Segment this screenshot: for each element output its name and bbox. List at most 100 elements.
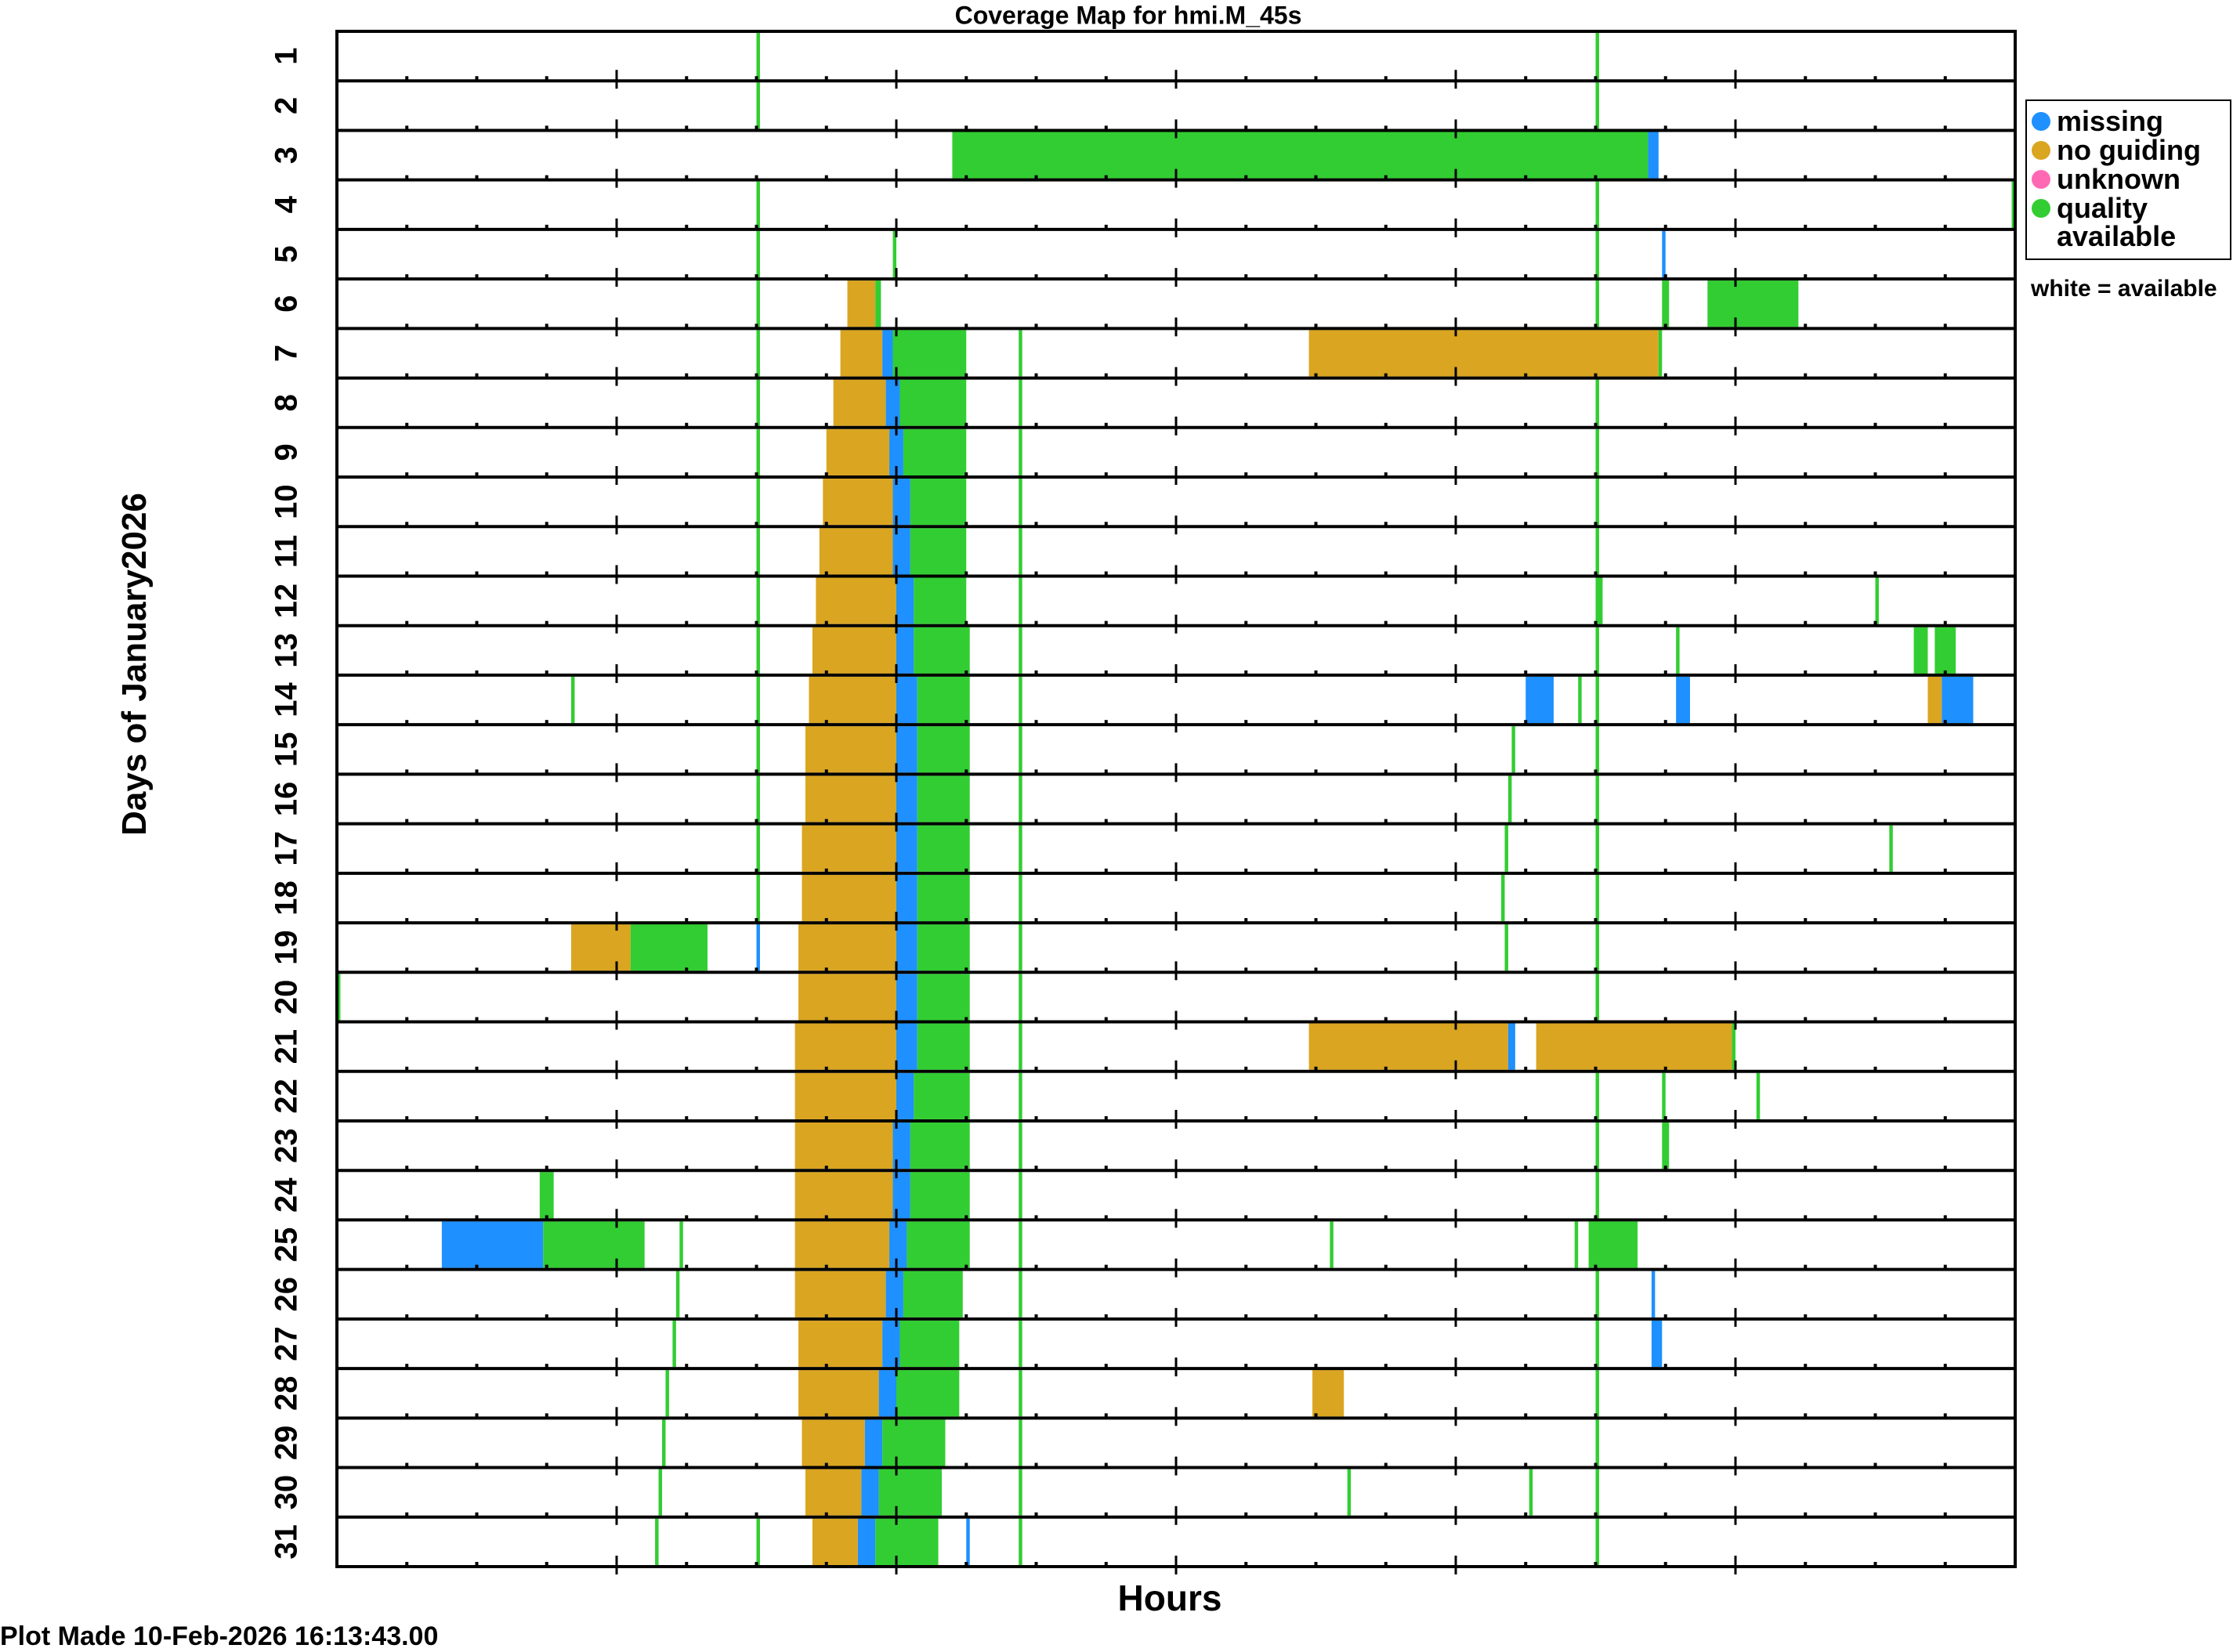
segment-quality-day-13: [914, 627, 970, 674]
segment-quality-day-15: [1019, 726, 1022, 773]
day-tick-label-7: 7: [270, 345, 304, 362]
segment-quality-day-28: [1595, 1370, 1599, 1417]
segment-quality-day-21: [1019, 1023, 1022, 1070]
day-tick-label-25: 25: [270, 1227, 304, 1263]
segment-missing-day-25: [441, 1221, 544, 1268]
segment-quality-day-16: [917, 775, 970, 822]
segment-quality-day-25: [1574, 1221, 1579, 1268]
segment-quality-day-10: [1019, 479, 1022, 526]
segment-missing-day-8: [885, 379, 900, 426]
segment-missing-day-31: [966, 1518, 970, 1565]
segment-missing-day-27: [1651, 1320, 1663, 1368]
segment-quality-day-25: [679, 1221, 683, 1268]
segment-quality-day-29: [662, 1419, 666, 1466]
segment-missing-day-29: [864, 1419, 883, 1466]
segment-no-guiding-day-14: [809, 676, 896, 724]
segment-quality-day-16: [1507, 775, 1512, 822]
segment-quality-day-12: [1595, 577, 1603, 624]
segment-quality-day-19: [1504, 924, 1508, 971]
segment-quality-day-13: [756, 627, 760, 674]
segment-quality-day-30: [1529, 1469, 1533, 1516]
segment-quality-day-18: [756, 874, 760, 922]
legend-label-quality: quality available: [2057, 192, 2177, 252]
segment-quality-day-21: [1732, 1023, 1735, 1070]
segment-quality-day-8: [1019, 379, 1022, 426]
segment-quality-day-21: [917, 1023, 970, 1070]
segment-quality-day-30: [658, 1469, 663, 1516]
segment-no-guiding-day-18: [802, 874, 896, 922]
day-tick-label-10: 10: [270, 484, 304, 519]
day-tick-label-20: 20: [270, 980, 304, 1015]
segment-quality-day-15: [756, 726, 760, 773]
segment-quality-day-10: [1595, 479, 1599, 526]
legend-swatch-missing: [2032, 112, 2050, 131]
segment-no-guiding-day-21: [794, 1023, 896, 1070]
segment-quality-day-30: [1347, 1469, 1352, 1516]
segment-missing-day-14: [896, 676, 917, 724]
segment-quality-day-29: [882, 1419, 946, 1466]
segment-quality-day-28: [1019, 1370, 1022, 1417]
segment-missing-day-14: [1942, 676, 1974, 724]
segment-missing-day-19: [756, 924, 760, 971]
legend-note: white = available: [2031, 276, 2217, 302]
day-tick-label-9: 9: [270, 443, 304, 461]
segment-no-guiding-day-15: [805, 726, 896, 773]
segment-quality-day-9: [1595, 428, 1599, 476]
segment-missing-day-31: [857, 1518, 876, 1565]
segment-quality-day-23: [910, 1122, 970, 1169]
segment-quality-day-24: [1595, 1172, 1599, 1219]
segment-quality-day-6: [1595, 280, 1599, 327]
segment-quality-day-12: [914, 577, 967, 624]
segment-no-guiding-day-6: [847, 280, 876, 327]
segment-quality-day-30: [1019, 1469, 1022, 1516]
segment-no-guiding-day-19: [570, 924, 631, 971]
segment-missing-day-9: [889, 428, 903, 476]
segment-no-guiding-day-7: [840, 330, 883, 377]
segment-quality-day-5: [756, 230, 760, 278]
segment-quality-day-8: [1595, 379, 1599, 426]
segment-quality-day-3: [952, 132, 1649, 179]
segment-quality-day-17: [917, 825, 970, 872]
segment-no-guiding-day-11: [819, 528, 893, 575]
plot-made-footer: Plot Made 10-Feb-2026 16:13:43.00: [0, 1621, 439, 1651]
segment-quality-day-26: [903, 1271, 963, 1318]
segment-missing-day-20: [896, 974, 917, 1021]
segment-no-guiding-day-20: [798, 974, 896, 1021]
segment-quality-day-20: [1019, 974, 1022, 1021]
segment-quality-day-31: [875, 1518, 939, 1565]
segment-quality-day-14: [917, 676, 970, 724]
segment-quality-day-27: [1019, 1320, 1022, 1368]
segment-no-guiding-day-16: [805, 775, 896, 822]
segment-quality-day-20: [337, 974, 341, 1021]
segment-quality-day-9: [756, 428, 760, 476]
segment-no-guiding-day-10: [823, 479, 893, 526]
segment-quality-day-20: [917, 974, 970, 1021]
segment-no-guiding-day-23: [794, 1122, 893, 1169]
segment-quality-day-27: [899, 1320, 960, 1368]
chart-title: Coverage Map for hmi.M_45s: [954, 1, 1302, 30]
segment-quality-day-6: [756, 280, 760, 327]
legend: missing no guiding unknown quality avail…: [2025, 99, 2231, 260]
segment-no-guiding-day-21: [1536, 1023, 1732, 1070]
segment-quality-day-14: [570, 676, 575, 724]
segment-no-guiding-day-24: [794, 1172, 893, 1219]
segment-quality-day-30: [1595, 1469, 1599, 1516]
segment-quality-day-26: [1019, 1271, 1022, 1318]
segment-quality-day-11: [1595, 528, 1599, 575]
segment-missing-day-11: [892, 528, 910, 575]
legend-swatch-quality: [2032, 199, 2050, 218]
y-axis-label: Days of January2026: [115, 493, 154, 836]
day-tick-label-8: 8: [270, 394, 304, 411]
segment-quality-day-11: [1019, 528, 1022, 575]
segment-quality-day-23: [1019, 1122, 1022, 1169]
segment-quality-day-5: [1595, 230, 1599, 278]
segment-quality-day-27: [672, 1320, 676, 1368]
segment-quality-day-31: [1595, 1518, 1599, 1565]
segment-missing-day-18: [896, 874, 917, 922]
segment-no-guiding-day-13: [812, 627, 896, 674]
segment-quality-day-14: [756, 676, 760, 724]
segment-quality-day-4: [2011, 181, 2015, 228]
segment-no-guiding-day-7: [1308, 330, 1659, 377]
segment-quality-day-1: [1595, 33, 1599, 80]
segment-no-guiding-day-28: [1312, 1370, 1345, 1417]
